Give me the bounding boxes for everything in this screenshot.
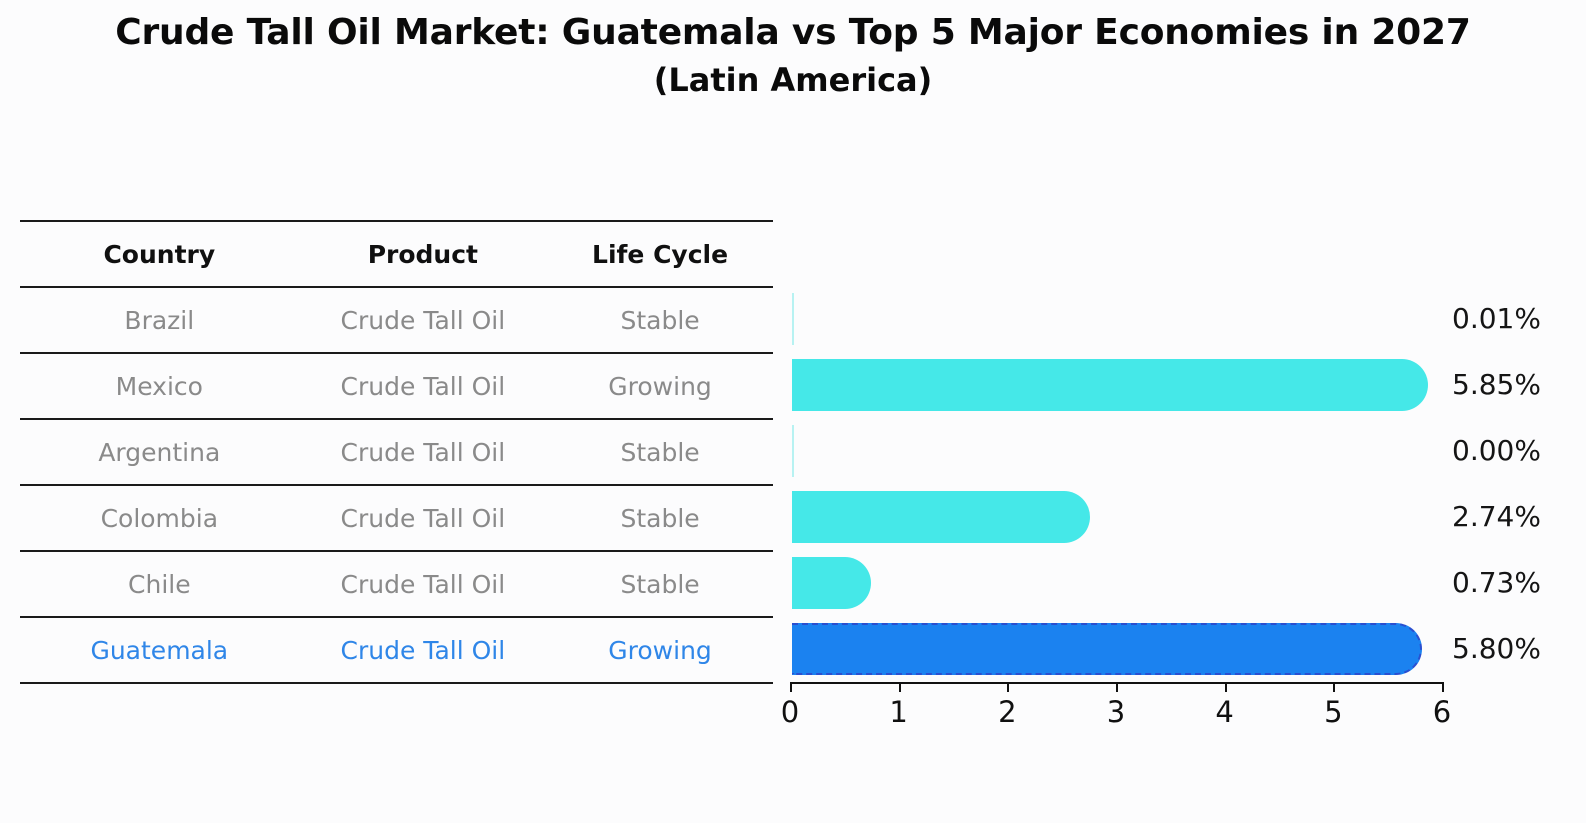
x-axis-tick	[790, 682, 792, 692]
bar-row: 5.80%	[790, 616, 1541, 682]
bar	[792, 491, 1090, 543]
cell-life-cycle: Stable	[547, 551, 773, 618]
bar-value-label: 2.74%	[1452, 500, 1541, 533]
cell-product: Crude Tall Oil	[298, 617, 548, 684]
bar-row: 2.74%	[790, 484, 1541, 550]
column-header-life-cycle: Life Cycle	[547, 220, 773, 288]
cell-product: Crude Tall Oil	[298, 419, 548, 486]
cell-country: Mexico	[20, 353, 299, 420]
cell-life-cycle: Growing	[547, 617, 773, 684]
bar	[792, 557, 872, 609]
bar-value-label: 5.80%	[1452, 632, 1541, 665]
cell-product: Crude Tall Oil	[298, 551, 548, 618]
market-table: Country Product Life Cycle Brazil Crude …	[20, 220, 773, 684]
title-block: Crude Tall Oil Market: Guatemala vs Top …	[0, 12, 1586, 100]
x-axis-tick	[1116, 682, 1118, 692]
x-axis-tick-label: 3	[1106, 695, 1126, 729]
cell-country: Argentina	[20, 419, 299, 486]
x-axis-tick-label: 1	[889, 695, 908, 729]
cell-life-cycle: Stable	[547, 485, 773, 552]
cell-country: Colombia	[20, 485, 299, 552]
page-subtitle: (Latin America)	[653, 61, 933, 100]
table-row: Chile Crude Tall Oil Stable	[20, 551, 773, 618]
cell-country: Guatemala	[20, 617, 299, 684]
cell-product: Crude Tall Oil	[298, 353, 548, 420]
table-row: Mexico Crude Tall Oil Growing	[20, 353, 773, 420]
bar	[792, 425, 794, 477]
market-table-panel: Country Product Life Cycle Brazil Crude …	[20, 220, 773, 684]
x-axis-tick-label: 6	[1432, 695, 1452, 729]
bar-value-label: 0.73%	[1452, 566, 1541, 599]
x-axis-tick	[898, 682, 901, 692]
cell-country: Brazil	[20, 287, 299, 354]
cell-life-cycle: Stable	[547, 287, 773, 354]
bar-row: 5.85%	[790, 352, 1541, 418]
x-axis-tick	[1333, 682, 1336, 692]
x-axis-tick	[1442, 682, 1444, 692]
table-header: Country Product Life Cycle	[20, 220, 773, 288]
x-axis-tick-label: 2	[998, 695, 1017, 729]
table-row-highlighted: Guatemala Crude Tall Oil Growing	[20, 617, 773, 684]
cell-life-cycle: Stable	[547, 419, 773, 486]
x-axis-tick	[1224, 682, 1227, 692]
bar-value-label: 5.85%	[1452, 368, 1541, 401]
bar	[792, 293, 794, 345]
cell-country: Chile	[20, 551, 299, 618]
bar-highlighted	[792, 623, 1423, 675]
x-axis-tick-label: 4	[1215, 695, 1234, 729]
x-axis-tick-label: 0	[780, 695, 800, 729]
column-header-country: Country	[20, 220, 299, 288]
cell-product: Crude Tall Oil	[298, 287, 548, 354]
column-header-product: Product	[298, 220, 548, 288]
bar	[792, 359, 1428, 411]
table-row: Argentina Crude Tall Oil Stable	[20, 419, 773, 486]
x-axis: 0 1 2 3 4 5 6	[781, 682, 1451, 742]
table-header-row: Country Product Life Cycle	[20, 220, 773, 288]
bar-row: 0.01%	[790, 286, 1541, 352]
table-row: Brazil Crude Tall Oil Stable	[20, 287, 773, 354]
x-axis-tick-label: 5	[1324, 695, 1343, 729]
bar-value-label: 0.00%	[1452, 434, 1541, 467]
x-axis-tick	[1007, 682, 1010, 692]
table-row: Colombia Crude Tall Oil Stable	[20, 485, 773, 552]
cell-life-cycle: Growing	[547, 353, 773, 420]
bar-value-label: 0.01%	[1452, 302, 1541, 335]
page-title: Crude Tall Oil Market: Guatemala vs Top …	[115, 12, 1471, 53]
bar-chart-plot-area: 0.01% 5.85% 0.00% 2.74% 0.73% 5.80%	[790, 286, 1541, 682]
table-body: Brazil Crude Tall Oil Stable Mexico Crud…	[20, 287, 773, 684]
cell-product: Crude Tall Oil	[298, 485, 548, 552]
bar-row: 0.00%	[790, 418, 1541, 484]
bar-row: 0.73%	[790, 550, 1541, 616]
